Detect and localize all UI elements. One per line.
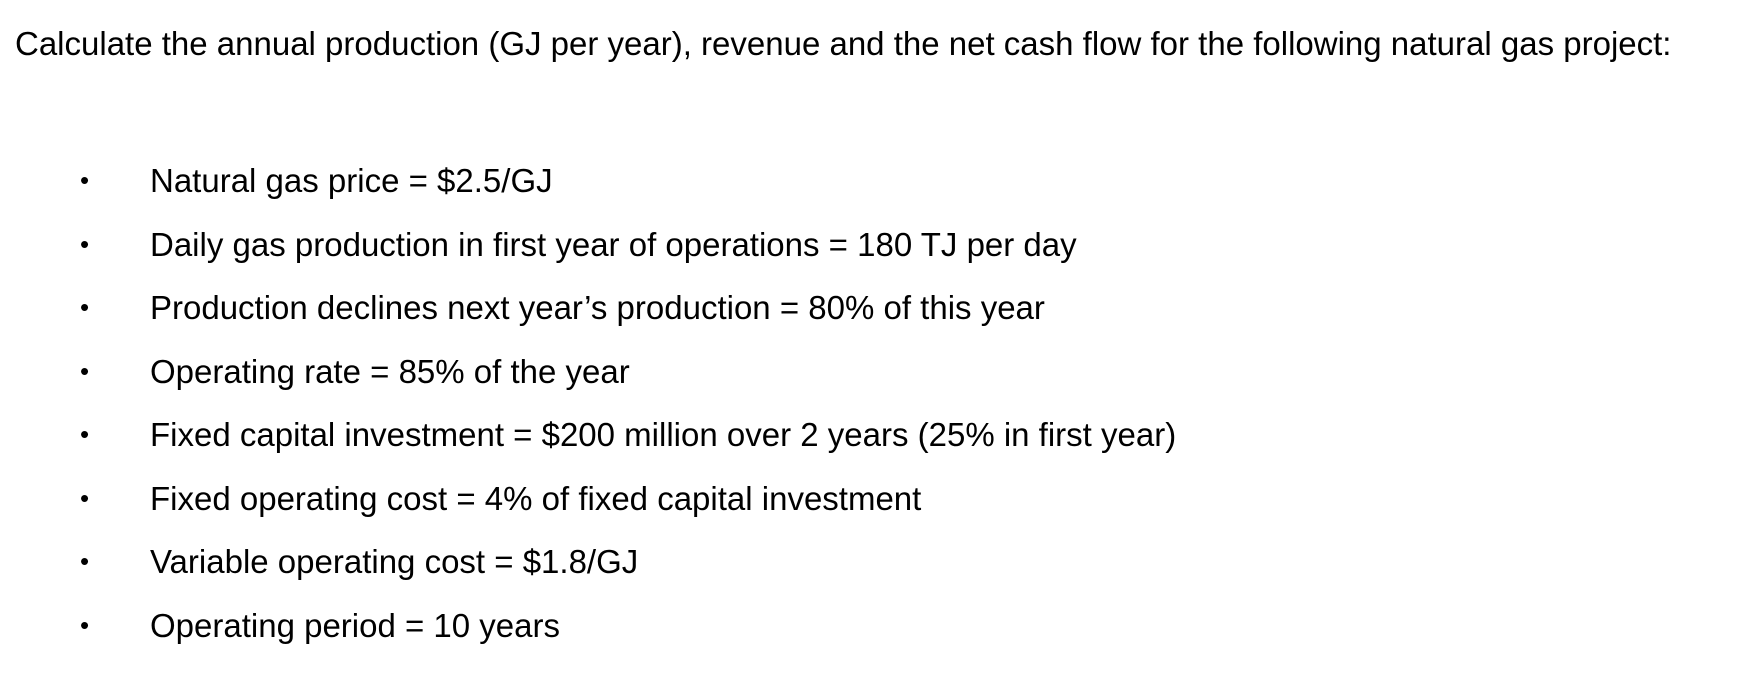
question-intro: Calculate the annual production (GJ per … [15,25,1672,62]
item-text: Fixed operating cost = 4% of fixed capit… [150,479,922,517]
item-text: Natural gas price = $2.5/GJ [150,162,553,199]
bullet: • [80,419,90,449]
item-text: Fixed capital investment = $200 million … [150,416,1177,453]
item-text: Daily gas production in first year of op… [150,225,1077,263]
bullet: • [80,546,90,576]
item-text: Operating period = 10 years [150,606,561,644]
bullet: • [80,609,90,640]
bullet: • [80,482,90,513]
bullet: • [80,355,90,386]
item-text: Production declines next year’s producti… [150,289,1045,326]
bullet: • [80,228,90,259]
bullet: • [80,165,90,195]
bullet: • [80,292,90,322]
item-text: Operating rate = 85% of the year [150,352,630,390]
item-text: Variable operating cost = $1.8/GJ [150,543,639,580]
